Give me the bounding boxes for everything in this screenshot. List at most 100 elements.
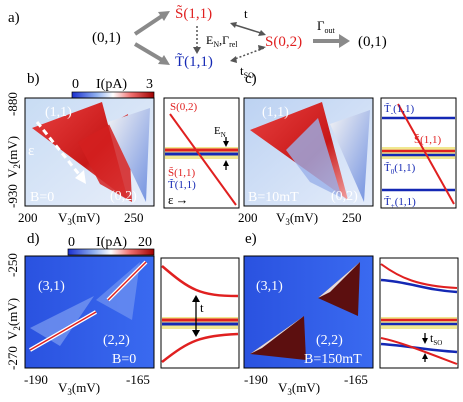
panel-d-diagram-t: t	[200, 300, 204, 315]
colorbar-bottom-min: 0	[68, 235, 75, 250]
panel-b-diagram-S11: S̃(1,1)	[168, 166, 196, 179]
panel-b-ylabel: V2(mV)	[5, 136, 22, 178]
panel-c-region-11: (1,1)	[262, 105, 289, 120]
colorbar-bottom-title: I(pA)	[96, 235, 127, 250]
panel-b-xlabel: V3(mV)	[58, 210, 100, 227]
panel-c-diagram-Tplus: T̃+(1,1)	[384, 195, 416, 210]
panel-e-diagram-tso-head-up	[422, 353, 428, 359]
panel-c-xtick-right: 250	[342, 210, 362, 225]
panel-d-frame	[24, 255, 155, 369]
arrow-to-T11	[133, 42, 164, 62]
panel-b-diagram-EN-head-down	[223, 141, 229, 147]
panel-d-line-right	[107, 261, 147, 301]
colorbar-bottom-max: 20	[138, 235, 152, 250]
arrow-to-S11	[133, 14, 164, 36]
panel-d-xtick-right: -165	[126, 372, 150, 387]
panel-b-frame	[24, 97, 155, 207]
panel-d-ylabel: V2(mV)	[5, 298, 22, 340]
panel-e-triangle-left	[250, 316, 306, 360]
panel-e-xlabel: V3(mV)	[278, 380, 320, 397]
tso-arrow	[231, 47, 265, 61]
panel-d-ytick-top: -250	[5, 253, 20, 277]
panel-d-ytick-bottom: -270	[5, 346, 20, 370]
colorbar-top-title: I(pA)	[96, 77, 127, 92]
tunnel-t-head-right	[258, 30, 266, 36]
colorbar-bottom-gradient	[67, 248, 155, 256]
panel-c-frame	[243, 97, 374, 207]
panel-d-region-22: (2,2)	[103, 333, 130, 348]
tunnel-t-head-left	[230, 22, 237, 28]
panel-d-xtick-left: -190	[24, 372, 48, 387]
panel-c-diagram-yellow-band	[382, 147, 455, 159]
tunnel-t-label: t	[244, 6, 248, 21]
tso-head-left	[230, 56, 237, 63]
panel-e-diagram-tso-head-down	[422, 338, 428, 344]
panel-e-label: e)	[245, 231, 257, 247]
panel-b-diagram-epsilon: ε →	[168, 192, 188, 207]
panel-d: d) -250 -270 V2(mV) (3,1) (2,2) B=0 -190…	[5, 231, 155, 397]
panel-e-frame	[243, 255, 374, 369]
gamma-out-arrowhead	[339, 34, 350, 48]
panel-e-diagram-upper-red	[380, 263, 458, 289]
panel-e-region-22: (2,2)	[316, 333, 343, 348]
colorbar-top: 0 I(pA) 3	[71, 77, 155, 99]
panel-b-diagram: S(0,2) EN S̃(1,1) T̃(1,1) ε →	[163, 97, 240, 209]
panel-c-triangle-1-blue	[286, 118, 342, 198]
panel-a-label: a)	[8, 10, 20, 26]
panel-b-xtick-right: 250	[124, 210, 144, 225]
panel-b-triangle-2	[108, 108, 150, 202]
tunnel-t-arrow	[231, 23, 265, 35]
panel-b-diagram-EN-head-up	[223, 160, 229, 166]
panel-b-field: B=0	[30, 190, 54, 205]
panel-e-diagram-Tplus-line	[380, 342, 458, 354]
panel-b-epsilon: ε	[28, 143, 34, 159]
panel-b-xtick-left: 200	[18, 210, 38, 225]
panel-b-label: b)	[27, 71, 40, 87]
panel-b-ytick-top: -880	[5, 92, 20, 116]
panel-e-diagram: tSO	[379, 257, 459, 369]
panel-c-diagram-S02-line	[397, 103, 455, 205]
tso-label: tSO	[240, 63, 254, 80]
panel-a: a) (0,1) S̃(1,1) T̃(1,1) EN,Γrel t tSO S…	[8, 5, 387, 80]
state-01-right: (0,1)	[358, 34, 387, 50]
panel-b-detuning-arrowhead	[75, 170, 86, 184]
panel-e: e) (3,1) (2,2) B=150mT -190 -165 V3(mV)	[243, 231, 374, 397]
panel-d-label: d)	[27, 231, 40, 247]
panel-c-xlabel: V3(mV)	[276, 210, 318, 227]
panel-b-diagram-S02: S(0,2)	[170, 101, 198, 113]
panel-c-diagram-T0: T̃0(1,1)	[384, 161, 416, 176]
tso-head-right	[258, 45, 266, 51]
panel-c-diagram-Tminus: T̃-(1,1)	[384, 102, 414, 117]
panel-e-region-31: (3,1)	[256, 279, 283, 294]
panel-b-region-11: (1,1)	[45, 105, 72, 120]
colorbar-top-max: 3	[146, 77, 153, 92]
panel-e-xtick-right: -165	[344, 372, 368, 387]
panel-e-xtick-left: -190	[244, 372, 268, 387]
panel-d-diagram-t-head-up	[192, 295, 200, 302]
panel-c: c) (1,1) (0,2) B=10mT 200 250 V3(mV)	[238, 71, 374, 227]
panel-b-diagram-T11: T̃(1,1)	[168, 178, 196, 191]
gamma-out-label: Γout	[317, 18, 336, 35]
panel-e-field: B=150mT	[304, 352, 362, 367]
panel-e-triangle-right	[318, 262, 360, 316]
state-01-left: (0,1)	[92, 30, 121, 46]
colorbar-top-min: 0	[72, 77, 79, 92]
panel-e-diagram-lower-red	[380, 337, 458, 365]
panel-c-diagram-S11: S̃(1,1)	[414, 133, 442, 146]
arrowhead-to-S11	[158, 11, 170, 21]
panel-e-triangle-right-edge	[318, 262, 360, 298]
panel-c-label: c)	[245, 71, 257, 87]
panel-e-diagram-Tminus-line	[380, 278, 458, 294]
panel-e-triangle-left-edge	[250, 316, 304, 354]
panel-c-region-02: (0,2)	[331, 189, 358, 204]
panel-d-haze-left	[30, 296, 94, 346]
state-S02: S(0,2)	[265, 34, 302, 50]
panel-d-region-31: (3,1)	[38, 279, 65, 294]
panel-b-region-02: (0,2)	[110, 189, 137, 204]
state-S11: S̃(1,1)	[175, 5, 212, 22]
panel-b-ytick-bottom: -930	[5, 184, 20, 208]
panel-d-diagram-t-head-down	[192, 330, 200, 337]
arrowhead-to-T11	[158, 55, 170, 65]
panel-b-detuning-arrow	[35, 121, 84, 179]
state-T11: T̃(1,1)	[175, 53, 213, 70]
